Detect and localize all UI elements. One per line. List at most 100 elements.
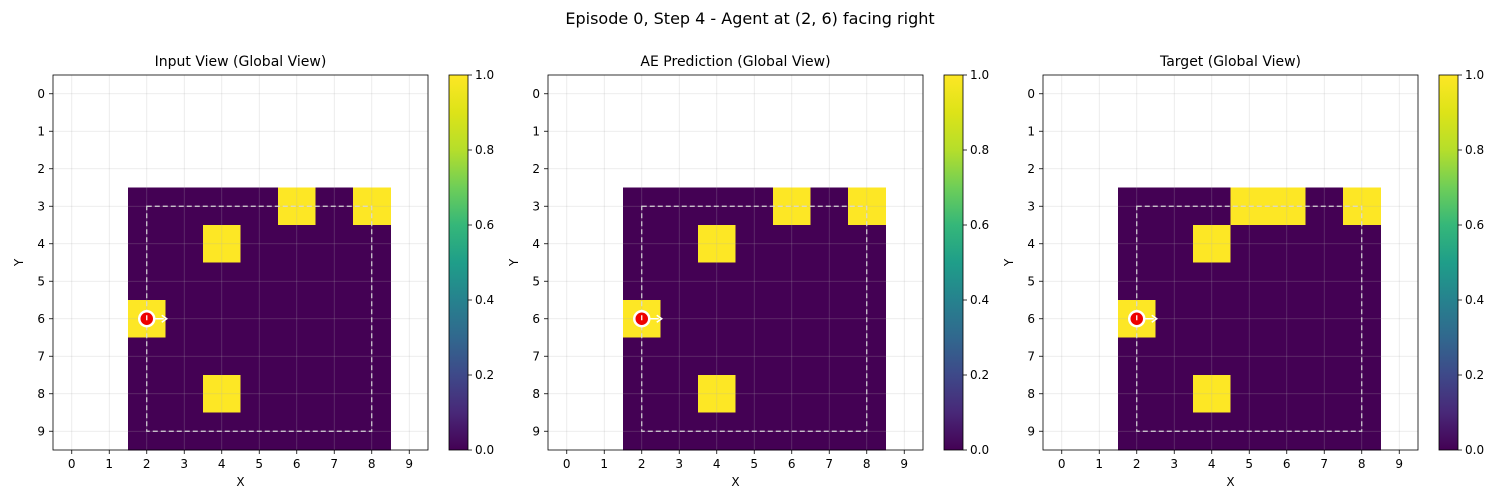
heatmap-cell <box>810 300 849 338</box>
y-tick-label: 4 <box>532 237 540 251</box>
x-tick-label: 2 <box>638 457 646 471</box>
y-tick-label: 2 <box>1027 162 1035 176</box>
heatmap-cell <box>1155 262 1194 301</box>
y-tick-label: 3 <box>1027 199 1035 213</box>
heatmap-cell <box>698 262 736 301</box>
panel-title: AE Prediction (Global View) <box>640 54 830 70</box>
heatmap-cell <box>698 300 736 338</box>
colorbar-tick-label: 0.6 <box>1465 218 1484 232</box>
heatmap-cell <box>1268 337 1306 376</box>
y-tick-label: 4 <box>37 237 45 251</box>
heatmap-cell <box>165 225 204 263</box>
colorbar-tick-label: 0.4 <box>1465 293 1484 307</box>
y-tick-label: 0 <box>532 87 540 101</box>
colorbar-tick-label: 0.4 <box>970 293 989 307</box>
heatmap-cell <box>315 375 354 413</box>
colorbar-tick-label: 0.0 <box>475 443 494 457</box>
heatmap-cell <box>1193 300 1231 338</box>
heatmap-cell <box>203 337 241 376</box>
colorbar-tick-label: 0.4 <box>475 293 494 307</box>
agent-direction-arrowhead <box>656 314 664 323</box>
colorbar-tick-label: 0.0 <box>970 443 989 457</box>
x-tick-label: 4 <box>1208 457 1216 471</box>
y-tick-label: 9 <box>532 424 540 438</box>
colorbar-frame <box>448 74 469 451</box>
x-tick-label: 0 <box>68 457 76 471</box>
y-tick-label: 2 <box>37 162 45 176</box>
y-tick-label: 8 <box>532 387 540 401</box>
y-tick-label: 0 <box>1027 87 1035 101</box>
x-tick-label: 1 <box>1095 457 1103 471</box>
x-tick-label: 3 <box>675 457 683 471</box>
x-tick-label: 5 <box>1245 457 1253 471</box>
heatmap-cell <box>698 375 736 413</box>
heatmap-cell <box>773 337 811 376</box>
heatmap-cell <box>278 225 316 263</box>
colorbar-gradient <box>449 75 468 450</box>
heatmap-cell <box>735 337 774 376</box>
heatmap-cell <box>203 375 241 413</box>
x-tick-label: 6 <box>788 457 796 471</box>
y-tick-label: 7 <box>37 349 45 363</box>
heatmap-cell <box>278 337 316 376</box>
panel-0: Input View (Global View) 0 1 2 3 4 5 6 7 8 9 0 1 2 3 4 5… <box>12 54 494 489</box>
x-tick-label: 9 <box>1395 457 1403 471</box>
heatmap-cell <box>1305 262 1344 301</box>
x-tick-label: 0 <box>563 457 571 471</box>
x-tick-label: 8 <box>1358 457 1366 471</box>
heatmap-cell <box>315 300 354 338</box>
axes-frame <box>547 74 924 451</box>
x-tick-label: 2 <box>1133 457 1141 471</box>
colorbar-tick-label: 1.0 <box>1465 68 1484 82</box>
heatmap-cell <box>773 225 811 263</box>
x-tick-label: 2 <box>143 457 151 471</box>
heatmap-cell <box>165 337 204 376</box>
heatmap-cell <box>203 225 241 263</box>
x-tick-label: 5 <box>750 457 758 471</box>
heatmap-cell <box>773 375 811 413</box>
heatmap-cell <box>698 337 736 376</box>
x-tick-label: 5 <box>255 457 263 471</box>
heatmap-cell <box>165 300 204 338</box>
heatmap-cell <box>735 300 774 338</box>
heatmap-cell <box>735 225 774 263</box>
y-tick-label: 1 <box>1027 124 1035 138</box>
heatmap-cell <box>810 337 849 376</box>
x-axis-label: X <box>236 475 244 489</box>
panel-title: Target (Global View) <box>1159 54 1301 70</box>
y-tick-label: 9 <box>37 424 45 438</box>
y-tick-label: 7 <box>1027 349 1035 363</box>
y-tick-label: 5 <box>37 274 45 288</box>
heatmap-cell <box>735 262 774 301</box>
heatmap-cell <box>203 300 241 338</box>
heatmap-cell <box>773 262 811 301</box>
y-tick-label: 9 <box>1027 424 1035 438</box>
colorbar-tick-label: 0.2 <box>475 368 494 382</box>
heatmap-cell <box>1155 300 1194 338</box>
heatmap-cell <box>1230 337 1269 376</box>
x-axis-label: X <box>1226 475 1234 489</box>
colorbar-gradient <box>944 75 963 450</box>
heatmap-cell <box>1268 375 1306 413</box>
y-tick-label: 0 <box>37 87 45 101</box>
x-tick-label: 6 <box>293 457 301 471</box>
heatmap-cell <box>240 337 279 376</box>
panel-title: Input View (Global View) <box>155 54 327 70</box>
heatmap-cell <box>240 225 279 263</box>
y-tick-label: 6 <box>1027 312 1035 326</box>
agent-direction-arrowhead <box>1151 314 1159 323</box>
x-tick-label: 9 <box>900 457 908 471</box>
heatmap-cell <box>1230 262 1269 301</box>
colorbar-frame <box>943 74 964 451</box>
y-tick-label: 6 <box>37 312 45 326</box>
heatmap-cell <box>1193 262 1231 301</box>
x-tick-label: 1 <box>105 457 113 471</box>
heatmap-cell <box>660 225 699 263</box>
y-axis-label: Y <box>12 258 26 267</box>
colorbar-tick-label: 0.2 <box>970 368 989 382</box>
colorbar-tick-label: 0.2 <box>1465 368 1484 382</box>
heatmap-cell <box>1155 337 1194 376</box>
figure-suptitle: Episode 0, Step 4 - Agent at (2, 6) faci… <box>565 9 934 28</box>
x-tick-label: 7 <box>330 457 338 471</box>
heatmap-cell <box>240 262 279 301</box>
